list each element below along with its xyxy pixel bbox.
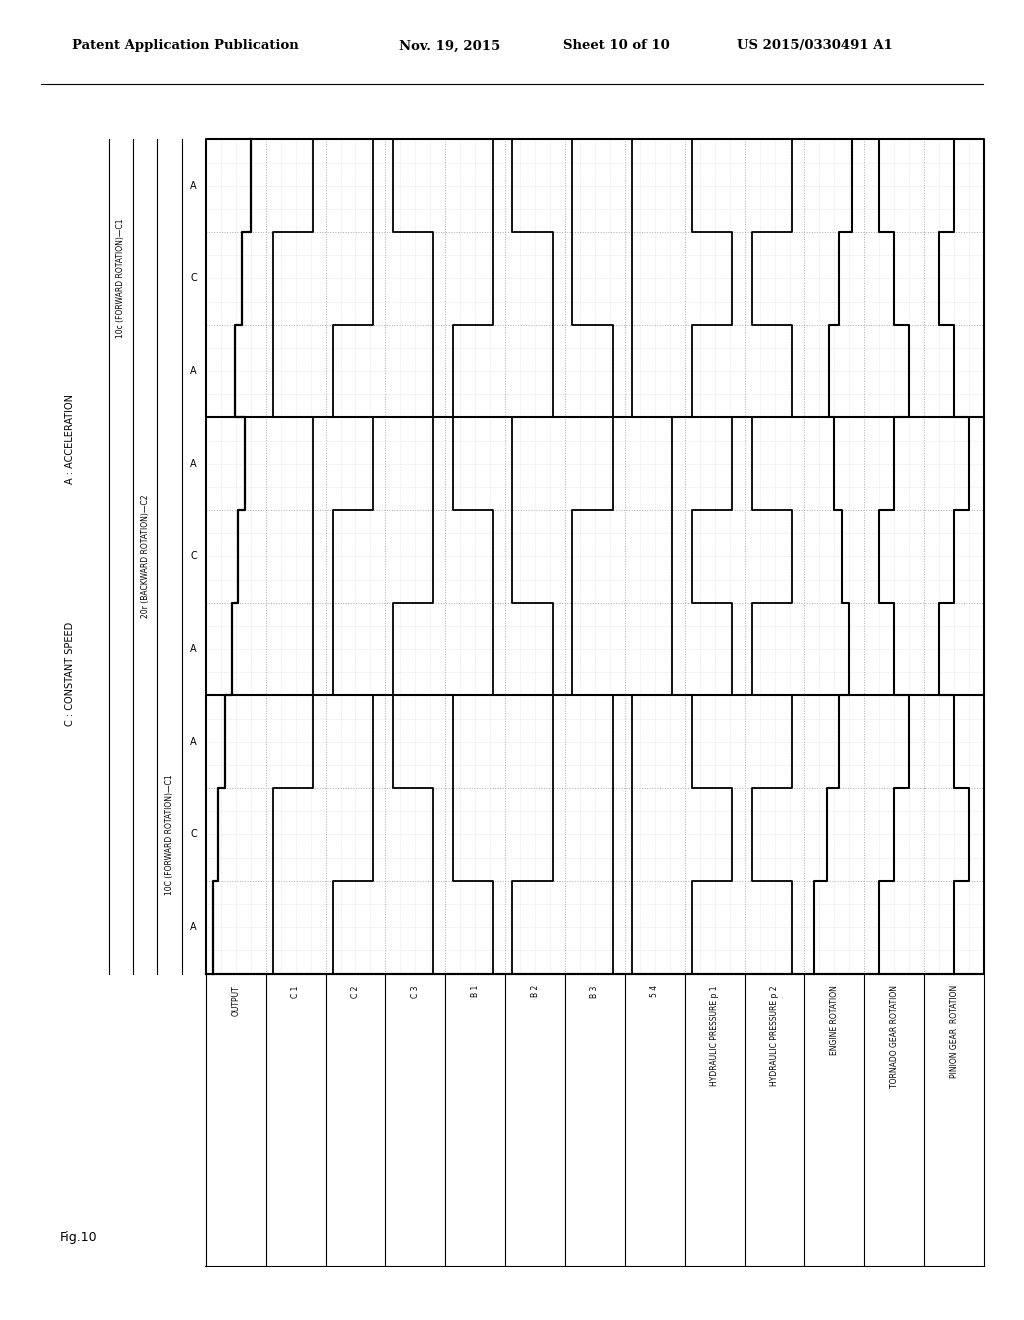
Text: Nov. 19, 2015: Nov. 19, 2015 xyxy=(399,40,501,53)
Text: A: A xyxy=(190,923,197,932)
Text: A : ACCELERATION: A : ACCELERATION xyxy=(65,393,75,484)
Text: A: A xyxy=(190,181,197,190)
Text: Sheet 10 of 10: Sheet 10 of 10 xyxy=(563,40,670,53)
Text: Fig.10: Fig.10 xyxy=(59,1230,97,1243)
Text: B 3: B 3 xyxy=(591,985,599,998)
Text: PINION GEAR  ROTATION: PINION GEAR ROTATION xyxy=(949,985,958,1078)
Text: A: A xyxy=(190,459,197,469)
Text: C 1: C 1 xyxy=(291,985,300,998)
Text: A: A xyxy=(190,644,197,655)
Text: 20r (BACKWARD ROTATION)—C2: 20r (BACKWARD ROTATION)—C2 xyxy=(140,495,150,618)
Text: ENGINE ROTATION: ENGINE ROTATION xyxy=(829,985,839,1055)
Text: A: A xyxy=(190,737,197,747)
Text: B 2: B 2 xyxy=(530,985,540,998)
Text: HYDRAULIC PRESSURE p 2: HYDRAULIC PRESSURE p 2 xyxy=(770,985,779,1086)
Text: 10c (FORWARD ROTATION)—C1: 10c (FORWARD ROTATION)—C1 xyxy=(116,219,125,338)
Text: B 1: B 1 xyxy=(471,985,479,998)
Text: 10C (FORWARD ROTATION)—C1: 10C (FORWARD ROTATION)—C1 xyxy=(165,774,174,895)
Text: C : CONSTANT SPEED: C : CONSTANT SPEED xyxy=(65,622,75,726)
Text: C: C xyxy=(190,552,197,561)
Text: OUTPUT: OUTPUT xyxy=(231,985,241,1016)
Text: HYDRAULIC PRESSURE p 1: HYDRAULIC PRESSURE p 1 xyxy=(711,985,719,1086)
Text: 5 4: 5 4 xyxy=(650,985,659,998)
Text: C 3: C 3 xyxy=(411,985,420,998)
Text: C: C xyxy=(190,829,197,840)
Text: C 2: C 2 xyxy=(351,985,360,998)
Text: C: C xyxy=(190,273,197,284)
Text: US 2015/0330491 A1: US 2015/0330491 A1 xyxy=(737,40,893,53)
Text: A: A xyxy=(190,366,197,376)
Text: Patent Application Publication: Patent Application Publication xyxy=(72,40,298,53)
Text: TORNADO GEAR ROTATION: TORNADO GEAR ROTATION xyxy=(890,985,899,1088)
